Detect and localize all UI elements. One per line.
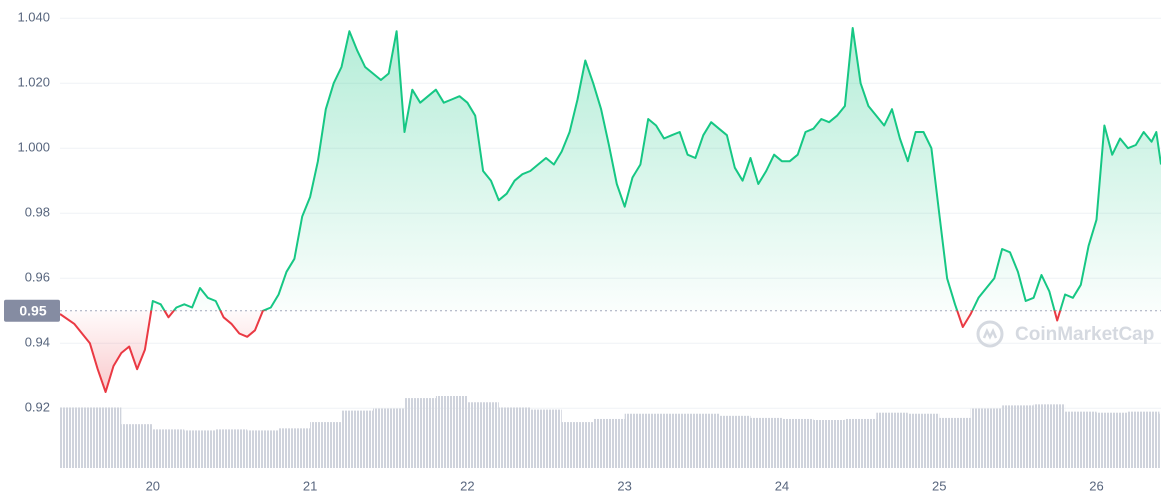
x-tick-label: 25 [932,478,946,493]
volume-bar [530,409,562,468]
volume-bar [813,420,845,468]
volume-bar [781,418,814,468]
x-tick-label: 24 [775,478,789,493]
volume-bar [372,408,405,468]
y-tick-label: 0.98 [25,205,50,220]
volume-bar [310,422,342,468]
y-tick-label: 0.92 [25,400,50,415]
volume-bar [404,398,436,468]
volume-bar [844,418,877,468]
volume-bar [1096,412,1128,468]
volume-bar [593,418,625,468]
price-area [60,28,1161,392]
volume-bar [215,429,248,468]
volume-bar [750,417,782,468]
volume-bar [876,412,908,468]
volume-bar [1002,405,1034,468]
volume-bar [498,407,531,468]
volume-bar [341,410,373,468]
y-tick-label: 1.020 [17,75,50,90]
y-tick-label: 1.040 [17,10,50,25]
volume-bars [60,396,1161,468]
volume-bar [561,422,594,468]
volume-bar [184,430,216,468]
volume-bar [467,402,499,468]
volume-bar [687,413,720,468]
volume-bar [970,408,1003,468]
y-tick-label: 1.000 [17,140,50,155]
y-tick-label: 0.96 [25,270,50,285]
volume-bar [435,396,468,468]
volume-bar [247,430,279,468]
x-tick-label: 22 [460,478,474,493]
volume-bar [656,413,688,468]
volume-bar [719,415,751,468]
watermark: CoinMarketCap [1015,324,1154,345]
reference-label: 0.95 [19,302,46,318]
volume-bar [907,413,940,468]
volume-bar [152,429,185,468]
volume-bar [1159,413,1161,468]
y-tick-label: 0.94 [25,335,50,350]
volume-bar [60,407,90,468]
volume-bar [1065,411,1097,468]
x-tick-label: 23 [617,478,631,493]
volume-bar [624,413,657,468]
volume-bar [89,407,122,468]
x-tick-label: 21 [303,478,317,493]
volume-bar [121,424,153,468]
volume-bar [939,417,971,468]
x-tick-label: 26 [1089,478,1103,493]
watermark-logo [976,320,1004,348]
volume-bar [1127,411,1160,468]
reference-label-box [4,299,60,322]
x-tick-label: 20 [146,478,160,493]
volume-bar [1033,404,1066,468]
price-line [59,27,1161,393]
volume-bar [278,428,311,468]
